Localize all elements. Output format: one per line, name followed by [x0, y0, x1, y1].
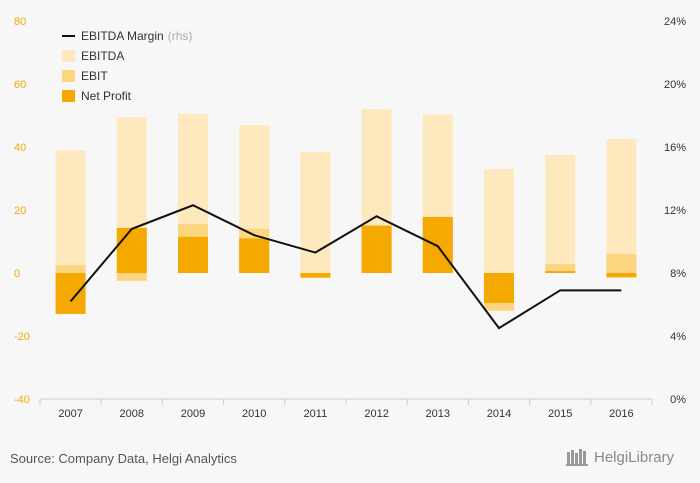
y2-tick-label: 8% — [670, 268, 686, 280]
bar-ebitda — [606, 139, 637, 273]
bar-net-profit — [116, 227, 147, 273]
x-tick-label: 2009 — [181, 408, 205, 420]
line-ebitda-margin — [69, 204, 622, 330]
bar-ebit — [545, 264, 576, 273]
legend-label-suffix: (rhs) — [168, 29, 193, 43]
x-tick-label: 2008 — [120, 408, 144, 420]
bar-ebitda — [545, 154, 576, 273]
bar-net-profit — [300, 273, 331, 278]
legend-label: Net Profit — [81, 89, 132, 103]
y-tick-label: 20 — [14, 205, 26, 217]
bar-ebitda — [484, 169, 514, 273]
x-tick-label: 2016 — [609, 408, 633, 420]
bar-ebit — [116, 273, 147, 281]
y2-tick-label: 4% — [670, 331, 686, 343]
bar-ebit — [55, 265, 86, 273]
y-tick-label: 0 — [14, 268, 20, 280]
x-tick-label: 2010 — [242, 408, 266, 420]
y2-tick-label: 0% — [670, 394, 686, 406]
helgi-library-logo: HelgiLibrary — [566, 448, 674, 466]
y2-tick-label: 12% — [664, 205, 686, 217]
bar-net-profit — [55, 273, 86, 314]
y-tick-label: -40 — [14, 394, 30, 406]
y-tick-label: 40 — [14, 142, 26, 154]
legend-box-swatch — [62, 50, 75, 62]
bar-net-profit — [178, 236, 208, 273]
legend-label: EBITDA Margin (rhs) — [81, 29, 192, 43]
legend-box-swatch — [62, 70, 75, 82]
bar-ebitda — [300, 151, 331, 273]
bar-net-profit — [545, 271, 576, 273]
x-tick-label: 2013 — [426, 408, 450, 420]
library-icon — [566, 449, 588, 466]
legend-box-swatch — [62, 90, 75, 102]
bar-net-profit — [361, 225, 392, 273]
bar-net-profit — [606, 273, 637, 278]
x-tick-label: 2014 — [487, 408, 511, 420]
x-tick-label: 2011 — [304, 408, 328, 420]
x-tick-label: 2007 — [58, 408, 82, 420]
bar-net-profit — [484, 273, 514, 303]
y2-tick-label: 20% — [664, 79, 686, 91]
x-tick-label: 2012 — [364, 408, 388, 420]
bar-net-profit — [239, 238, 270, 273]
logo-text: HelgiLibrary — [594, 448, 675, 466]
bar-net-profit — [422, 216, 453, 273]
legend-label: EBITDA — [81, 49, 124, 63]
y-tick-label: 60 — [14, 79, 26, 91]
y-tick-label: 80 — [14, 16, 26, 28]
legend-label: EBIT — [81, 69, 108, 83]
chart: -40 -20 0 20 40 60 80 0% 4% 8% 12% 16% 20% 24% 2007 200… — [14, 16, 686, 420]
y-tick-label: -20 — [14, 331, 30, 343]
bar-ebit — [606, 254, 637, 273]
source-note: Source: Company Data, Helgi Analytics — [10, 451, 237, 466]
x-tick-label: 2015 — [548, 408, 572, 420]
bar-ebitda — [55, 150, 86, 273]
y2-tick-label: 24% — [664, 16, 686, 28]
y2-tick-label: 16% — [664, 142, 686, 154]
